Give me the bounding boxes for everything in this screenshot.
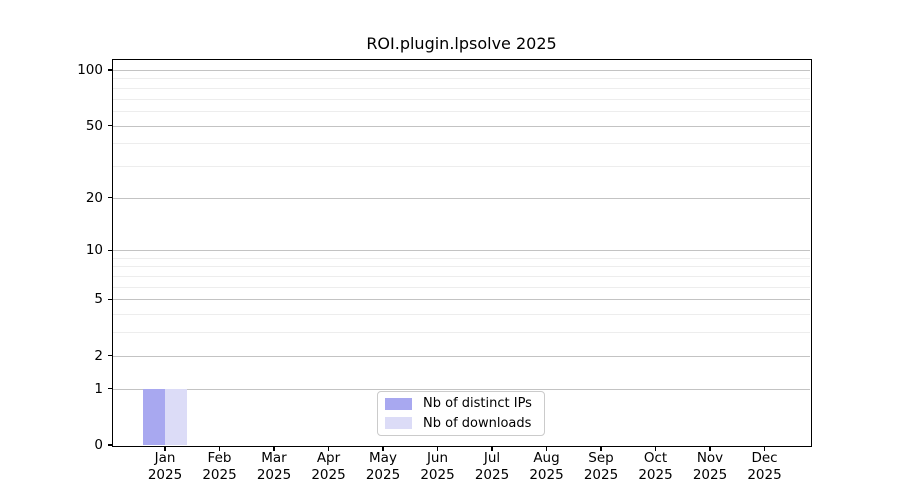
x-axis-tick-label: Dec 2025 [730,450,800,483]
gridline-minor [113,276,810,278]
gridline-minor [113,257,810,259]
legend-row-downloads: Nb of downloads [385,416,544,431]
gridline-minor [113,332,810,334]
x-axis-tick-label: Sep 2025 [566,450,636,483]
month-label: Jun [426,450,449,466]
x-tick-mark [436,446,439,451]
x-tick-mark [600,446,602,451]
plot-area [113,60,810,445]
legend: Nb of distinct IPs Nb of downloads [377,391,545,436]
month-label: Feb [207,450,232,466]
x-tick-mark [273,446,275,451]
year-label: 2025 [529,466,564,483]
chart-title: ROI.plugin.lpsolve 2025 [366,34,557,53]
gridline-minor [113,87,810,89]
x-axis-tick-label: Jan 2025 [130,450,200,483]
bar-distinct-ips [143,388,165,445]
x-tick-mark [382,446,384,451]
x-axis-tick-label: Feb 2025 [185,450,255,483]
year-label: 2025 [692,466,728,483]
gridline-major [113,355,810,357]
y-axis-tick-label: 0 [94,437,103,453]
month-label: Oct [643,450,668,466]
y-tick-mark [108,298,113,300]
year-label: 2025 [256,466,292,483]
x-tick-mark [763,446,766,451]
x-axis-tick-label: Nov 2025 [675,450,745,483]
y-axis-tick-label: 10 [85,242,103,259]
legend-label-distinct-ips: Nb of distinct IPs [423,396,532,412]
x-axis-tick-label: Jul 2025 [457,450,527,483]
x-tick-mark [164,446,166,451]
year-label: 2025 [420,466,455,483]
x-axis-tick-label: Mar 2025 [239,450,309,483]
x-axis-tick-label: Aug 2025 [512,450,582,483]
y-axis-tick-label: 2 [94,347,103,364]
gridline-major [113,250,810,252]
y-tick-mark [108,124,113,127]
x-tick-mark [327,446,330,451]
x-axis-tick-label: Oct 2025 [621,450,691,483]
year-label: 2025 [365,466,401,483]
y-axis-tick-label: 100 [77,62,103,78]
y-tick-mark [108,249,113,251]
month-label: Jul [483,450,501,466]
x-tick-mark [709,446,711,451]
year-label: 2025 [311,466,346,483]
month-label: May [369,450,397,466]
month-label: Dec [751,450,778,466]
x-tick-mark [654,446,657,451]
y-tick-mark [108,69,113,71]
y-axis-tick-label: 50 [85,117,103,134]
legend-swatch-downloads [385,417,412,430]
y-tick-mark [108,444,113,446]
legend-swatch-distinct-ips [385,397,412,410]
gridline-minor [113,314,810,316]
y-tick-mark [108,355,113,357]
gridline-minor [113,98,810,100]
month-label: Sep [588,450,614,466]
x-axis-tick-label: Apr 2025 [294,450,364,483]
gridline-major [113,197,810,199]
y-tick-mark [108,197,113,199]
x-tick-mark [218,446,221,451]
gridline-minor [113,78,810,80]
legend-label-downloads: Nb of downloads [423,415,532,431]
year-label: 2025 [638,466,673,483]
x-axis-tick-label: Jun 2025 [403,450,473,483]
gridline-major [113,125,810,127]
y-axis-tick-label: 5 [94,291,103,308]
bar-downloads [165,388,187,445]
gridline-minor [113,165,810,167]
x-tick-mark [491,446,493,451]
year-label: 2025 [202,466,237,483]
year-label: 2025 [747,466,782,483]
x-axis-tick-label: May 2025 [348,450,418,483]
month-label: Apr [316,450,341,466]
gridline-minor [113,286,810,288]
gridline-major [113,299,810,301]
y-axis-tick-label: 20 [85,189,103,206]
month-label: Mar [261,450,287,466]
year-label: 2025 [147,466,183,483]
gridline-minor [113,143,810,145]
year-label: 2025 [474,466,510,483]
y-axis-tick-label: 1 [94,380,103,397]
month-label: Nov [696,450,724,466]
y-tick-mark [108,388,113,390]
gridline-minor [113,110,810,112]
month-label: Jan [154,450,176,466]
legend-row-distinct-ips: Nb of distinct IPs [385,396,544,411]
month-label: Aug [533,450,560,466]
x-tick-mark [545,446,548,451]
gridline-minor [113,266,810,268]
gridline-major [113,388,810,390]
gridline-major [113,70,810,71]
year-label: 2025 [583,466,619,483]
